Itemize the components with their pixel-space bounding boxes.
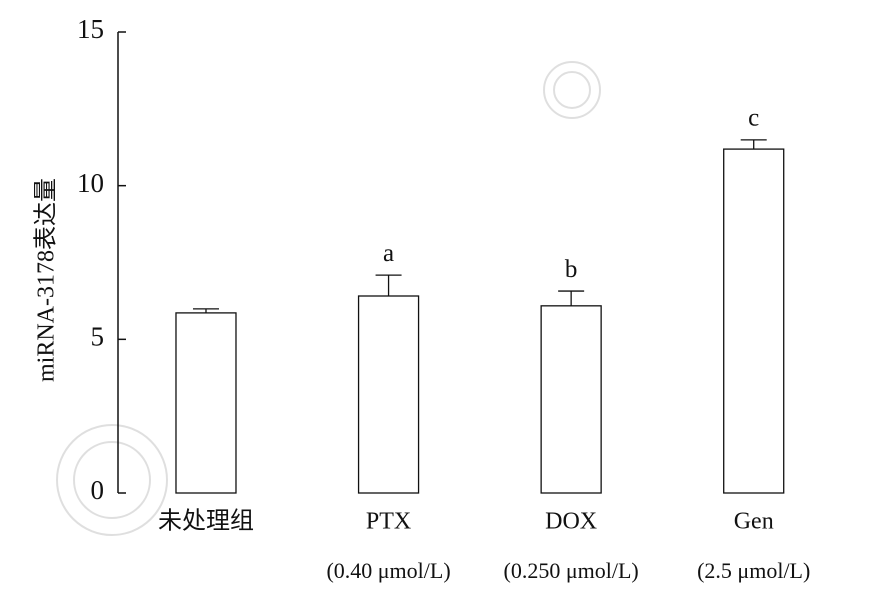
- bar: [540, 305, 602, 494]
- y-axis-label: miRNA-3178表达量: [33, 178, 60, 382]
- x-tick-label: 未处理组: [158, 508, 254, 535]
- watermark: [56, 61, 601, 536]
- x-tick-sublabel: (0.250 μmol/L): [504, 558, 639, 583]
- x-tick-label: DOX: [545, 509, 597, 535]
- x-tick-sublabel: (0.40 μmol/L): [326, 558, 450, 583]
- x-tick-label: PTX: [366, 509, 411, 535]
- significance-label: b: [565, 256, 578, 283]
- x-tick-sublabel: (2.5 μmol/L): [697, 558, 810, 583]
- significance-label: a: [383, 240, 394, 267]
- y-tick-label: 0: [91, 475, 105, 505]
- significance-label: c: [748, 105, 759, 132]
- y-tick-label: 10: [77, 168, 104, 198]
- bar: [175, 312, 237, 494]
- bar: [357, 295, 420, 494]
- x-tick-label: Gen: [734, 509, 774, 535]
- y-tick-label: 5: [91, 322, 105, 352]
- bar: [723, 148, 785, 494]
- y-tick-label: 15: [77, 14, 104, 44]
